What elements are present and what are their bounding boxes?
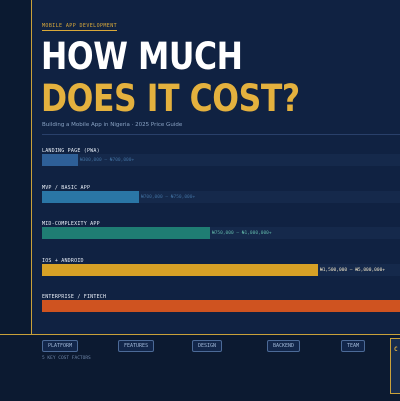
bar-label: LANDING PAGE (PWA) [42, 148, 100, 154]
bar-label: MVP / BASIC APP [42, 185, 91, 191]
left-rail [0, 0, 32, 334]
subtitle: Building a Mobile App in Nigeria · 2025 … [42, 122, 183, 128]
factor-chip[interactable]: BACKEND [267, 340, 301, 352]
side-card[interactable] [390, 338, 400, 394]
eyebrow-label: MOBILE APP DEVELOPMENT [42, 23, 118, 31]
bar [42, 300, 400, 312]
bar-range-label: ₦750,000 – ₦1,000,000+ [212, 231, 272, 236]
bar-label: MID-COMPLEXITY APP [42, 221, 100, 227]
bar [42, 264, 318, 276]
bar-track [42, 154, 400, 166]
bar-label: ENTERPRISE / FINTECH [42, 294, 107, 300]
bar [42, 191, 139, 203]
bar-range-label: ₦700,000 – ₦750,000+ [141, 195, 196, 200]
side-card-mark: C [394, 346, 398, 353]
factor-chip[interactable]: TEAM [341, 340, 366, 352]
bar-range-label: ₦1,500,000 – ₦5,000,000+ [320, 268, 386, 273]
factor-chip[interactable]: DESIGN [192, 340, 223, 352]
factor-chip[interactable]: FEATURES [118, 340, 155, 352]
title-line-1: HOW MUCH [41, 35, 243, 78]
bar-label: IOS + ANDROID [42, 258, 84, 264]
factor-chip[interactable]: PLATFORM [42, 340, 79, 352]
factors-caption: 5 KEY COST FACTORS [42, 356, 91, 361]
bar-range-label: ₦300,000 – ₦700,000+ [80, 158, 135, 163]
bar [42, 154, 78, 166]
bar [42, 227, 210, 239]
divider [42, 134, 400, 135]
title-line-2: DOES IT COST? [41, 77, 300, 120]
